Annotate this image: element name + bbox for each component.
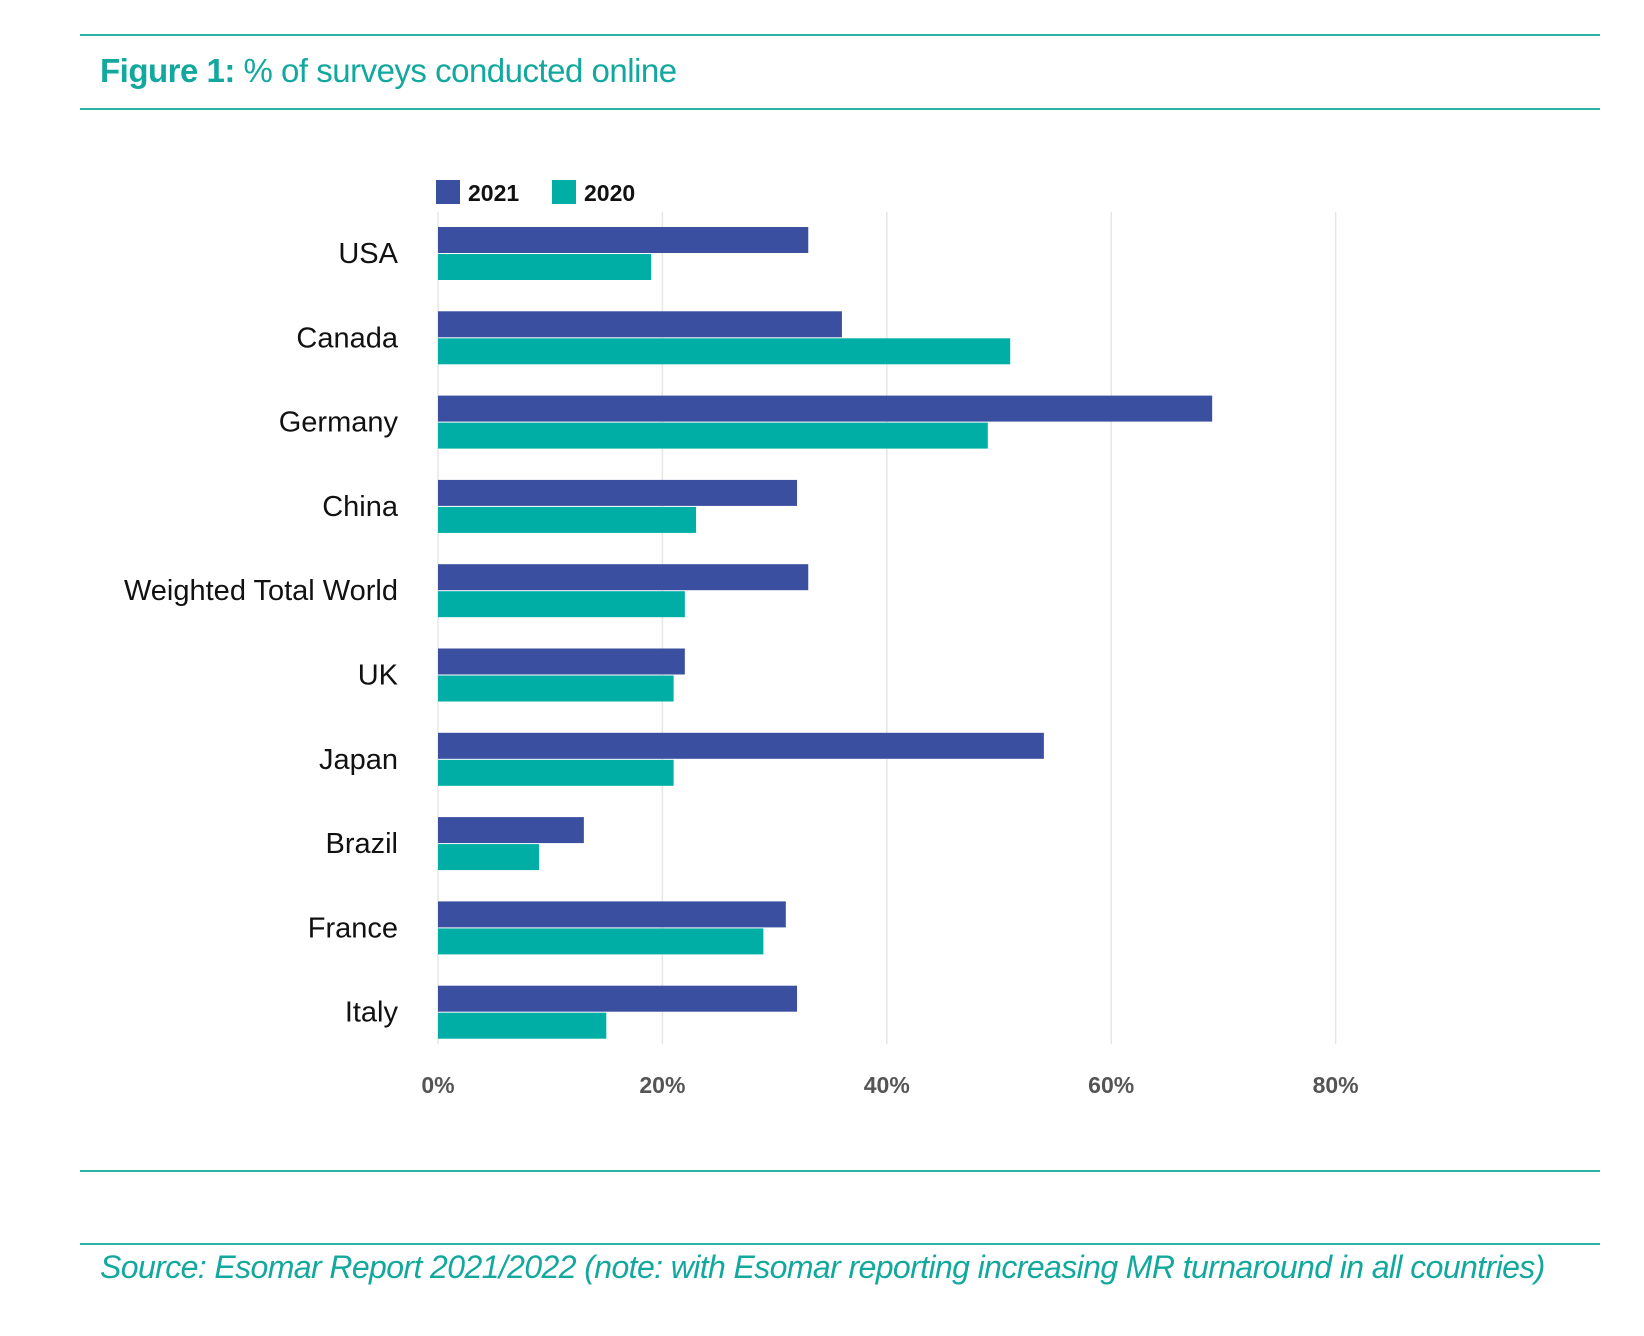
category-label-china: China (322, 491, 399, 523)
bar-japan-2020 (438, 759, 674, 786)
bar-weighted-total-world-2020 (438, 591, 685, 618)
category-label-france: France (308, 912, 398, 944)
legend-label-2021: 2021 (468, 180, 519, 206)
bottom-rule (80, 1243, 1600, 1245)
x-tick-label: 60% (1088, 1072, 1134, 1098)
bars (438, 227, 1213, 1039)
category-label-canada: Canada (296, 322, 398, 354)
bar-usa-2020 (438, 254, 652, 280)
bar-brazil-2021 (438, 817, 584, 844)
bar-uk-2021 (438, 648, 685, 675)
source-top-rule (80, 1170, 1600, 1172)
x-tick-label: 0% (421, 1072, 454, 1098)
category-label-japan: Japan (319, 744, 398, 776)
bar-chart: 2021 2020 USA Canada Germany China Weighted T… (124, 180, 1359, 1098)
bar-china-2021 (438, 479, 798, 506)
category-labels: USA Canada Germany China Weighted Total Worl… (124, 238, 399, 1029)
category-label-usa: USA (338, 238, 398, 270)
bar-italy-2020 (438, 1012, 607, 1039)
bar-china-2020 (438, 506, 697, 533)
bar-france-2020 (438, 928, 764, 955)
source-note: Source: Esomar Report 2021/2022 (note: w… (100, 1249, 1545, 1285)
title-rule (80, 108, 1600, 110)
bar-canada-2021 (438, 311, 842, 338)
bar-germany-2021 (438, 395, 1213, 422)
figure-title: Figure 1: % of surveys conducted online (100, 52, 677, 90)
bar-weighted-total-world-2021 (438, 564, 809, 591)
x-tick-labels: 0% 20% 40% 60% 80% (421, 1072, 1358, 1098)
legend-swatch-2020 (552, 180, 576, 204)
bar-italy-2021 (438, 985, 798, 1012)
legend-label-2020: 2020 (584, 180, 635, 206)
bar-brazil-2020 (438, 844, 539, 871)
bar-uk-2020 (438, 675, 674, 702)
bar-canada-2020 (438, 338, 1011, 365)
bar-usa-2021 (438, 227, 809, 253)
category-label-germany: Germany (279, 407, 399, 439)
legend-swatch-2021 (436, 180, 460, 204)
bar-france-2021 (438, 901, 786, 928)
category-label-italy: Italy (345, 997, 399, 1029)
category-label-weighted-total-world: Weighted Total World (124, 575, 398, 607)
x-tick-label: 20% (639, 1072, 685, 1098)
bar-germany-2020 (438, 422, 988, 449)
category-label-uk: UK (358, 660, 399, 692)
figure-title-text: % of surveys conducted online (243, 52, 678, 89)
x-tick-label: 40% (864, 1072, 910, 1098)
top-rule (80, 34, 1600, 36)
figure-number: Figure 1: (100, 52, 235, 89)
bar-japan-2021 (438, 732, 1044, 759)
legend: 2021 2020 (436, 180, 635, 206)
x-tick-label: 80% (1313, 1072, 1359, 1098)
category-label-brazil: Brazil (325, 828, 398, 860)
